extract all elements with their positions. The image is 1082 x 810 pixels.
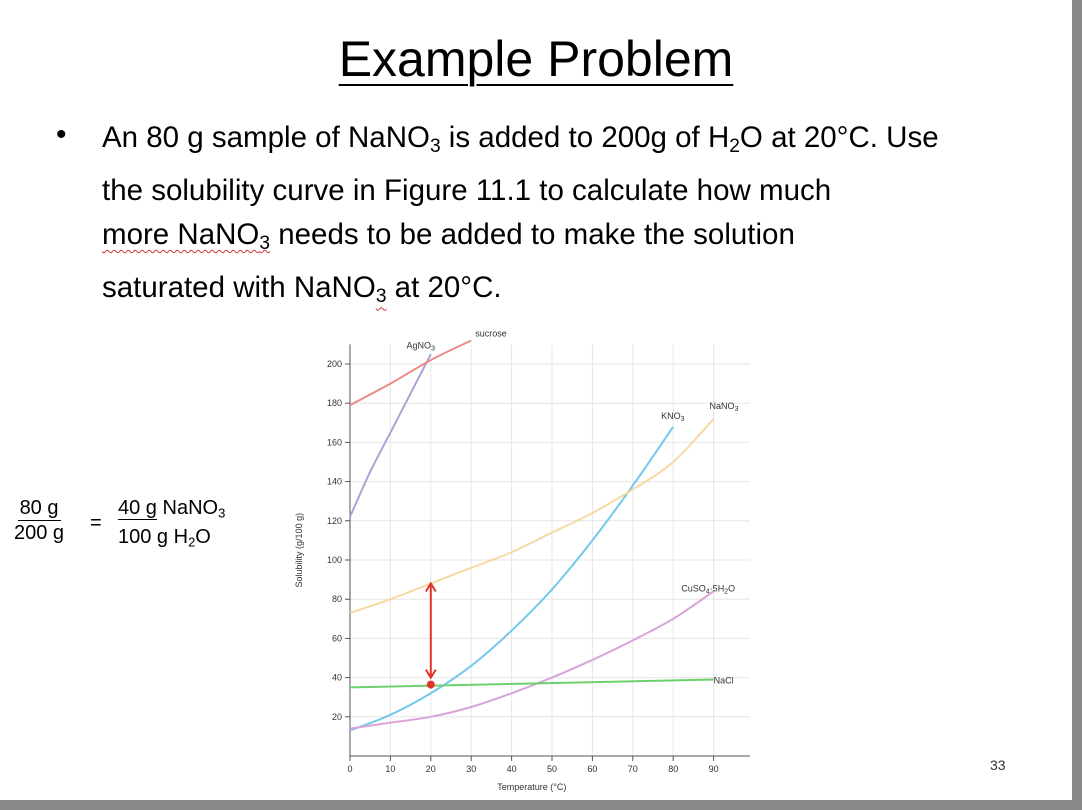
y-tick-label: 180 <box>327 398 342 408</box>
label-agno3: AgNO3 <box>407 340 436 352</box>
x-tick-label: 70 <box>628 764 638 774</box>
x-tick-label: 80 <box>668 764 678 774</box>
label-nacl: NaCl <box>714 675 734 685</box>
nano3-mention: more NaNO3 <box>102 217 271 254</box>
series-agno3 <box>349 353 432 518</box>
bullet-marker: • <box>56 118 67 151</box>
y-tick-label: 20 <box>332 712 342 722</box>
x-tick-label: 0 <box>347 764 352 774</box>
x-tick-label: 40 <box>507 764 517 774</box>
x-tick-label: 20 <box>426 764 436 774</box>
y-tick-label: 160 <box>327 437 342 447</box>
y-tick-label: 120 <box>327 516 342 526</box>
label-sucrose: sucrose <box>475 329 507 339</box>
page-number: 33 <box>990 757 1006 773</box>
y-tick-label: 200 <box>327 359 342 369</box>
series-cuso4 <box>349 590 715 730</box>
annotation-arrow-head-up <box>424 581 437 593</box>
problem-text: An 80 g sample of NaNO3 is added to 200g… <box>102 121 939 307</box>
equals-sign: = <box>90 512 102 534</box>
label-nano3: NaNO3 <box>710 401 739 413</box>
annotation-arrow-head-down <box>424 669 437 680</box>
series-nacl <box>349 678 714 689</box>
series-nano3 <box>349 418 715 614</box>
annotation-point <box>426 680 435 689</box>
label-kno3: KNO3 <box>661 411 685 423</box>
y-tick-label: 40 <box>332 673 342 683</box>
x-tick-label: 90 <box>709 764 719 774</box>
y-tick-label: 140 <box>327 477 342 487</box>
x-tick-label: 30 <box>466 764 476 774</box>
bottom-border <box>0 800 1082 810</box>
y-axis-title: Solubility (g/100 g) <box>294 513 304 588</box>
solubility-chart: 20 40 60 80 100 120 140 160 180 200 0 10 20 30 40 50 60 7… <box>294 329 750 792</box>
right-border <box>1072 0 1082 810</box>
x-axis-title: Temperature (°C) <box>497 782 566 792</box>
x-tick-label: 50 <box>547 764 557 774</box>
series-sucrose <box>349 339 472 407</box>
fraction-left: 80 g 200 g <box>14 497 65 544</box>
fraction-right: 40 g NaNO3 100 g H2O <box>118 497 226 550</box>
x-tick-label: 60 <box>587 764 597 774</box>
y-tick-label: 100 <box>327 555 342 565</box>
slide-title: Example Problem <box>338 31 734 87</box>
y-tick-label: 60 <box>332 633 342 643</box>
y-tick-label: 80 <box>332 594 342 604</box>
label-cuso4: CuSO4·5H2O <box>681 583 735 595</box>
x-tick-label: 10 <box>385 764 395 774</box>
series-kno3 <box>349 426 675 732</box>
